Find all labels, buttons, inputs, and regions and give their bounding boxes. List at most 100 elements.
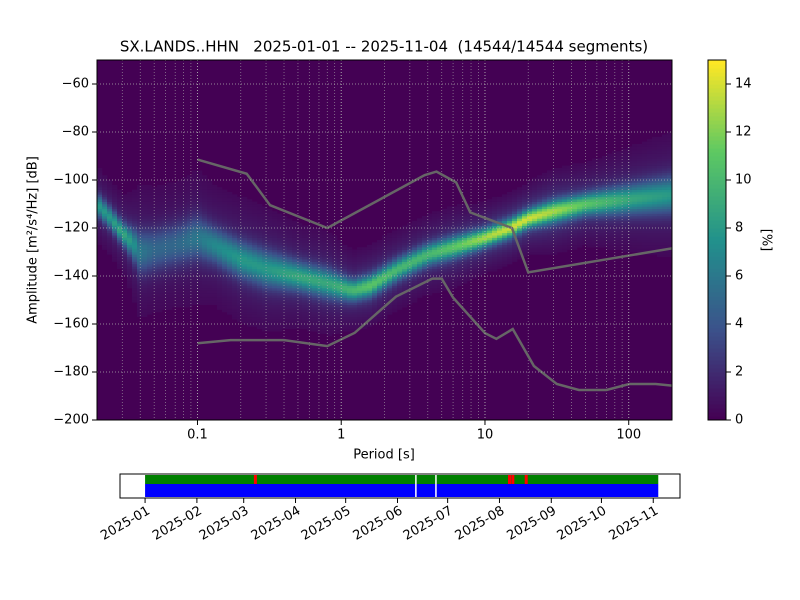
density-cell — [182, 261, 188, 265]
density-cell — [202, 189, 208, 193]
density-cell — [367, 247, 373, 250]
density-cell — [582, 240, 588, 243]
density-cell — [117, 235, 123, 238]
density-cell — [227, 247, 233, 250]
density-cell — [582, 192, 588, 195]
density-cell — [152, 232, 158, 236]
density-cell — [507, 249, 513, 253]
density-cell — [612, 228, 618, 231]
density-cell — [237, 244, 243, 248]
density-cell — [132, 292, 138, 296]
colorbar-cell — [708, 344, 726, 349]
density-cell — [397, 252, 403, 255]
density-cell — [652, 213, 658, 217]
density-cell — [552, 249, 558, 253]
density-cell — [147, 232, 153, 236]
density-cell — [277, 285, 283, 289]
density-cell — [107, 213, 113, 217]
density-cell — [592, 230, 598, 234]
density-cell — [352, 249, 358, 253]
density-cell — [447, 235, 453, 238]
density-cell — [577, 201, 583, 205]
density-cell — [252, 206, 258, 210]
density-cell — [227, 264, 233, 267]
density-cell — [207, 208, 213, 212]
density-cell — [387, 244, 393, 248]
density-cell — [247, 285, 253, 289]
density-cell — [342, 307, 348, 310]
density-cell — [627, 225, 633, 229]
density-cell — [422, 228, 428, 231]
density-cell — [302, 264, 308, 267]
density-cell — [532, 180, 538, 183]
density-cell — [297, 273, 303, 277]
density-cell — [187, 276, 193, 279]
density-cell — [612, 216, 618, 219]
density-cell — [342, 247, 348, 250]
density-cell — [272, 220, 278, 224]
density-cell — [637, 223, 643, 226]
density-cell — [422, 285, 428, 289]
density-cell — [202, 182, 208, 186]
density-cell — [307, 261, 313, 265]
density-cell — [367, 321, 373, 325]
density-cell — [102, 216, 108, 219]
colorbar-cell — [708, 76, 726, 81]
density-cell — [562, 232, 568, 236]
density-cell — [547, 208, 553, 212]
density-cell — [372, 288, 378, 291]
density-cell — [617, 232, 623, 236]
density-cell — [262, 218, 268, 222]
density-cell — [207, 302, 213, 306]
density-cell — [257, 278, 263, 282]
density-cell — [167, 288, 173, 291]
density-cell — [202, 192, 208, 195]
density-cell — [157, 201, 163, 205]
density-cell — [317, 252, 323, 255]
density-cell — [192, 184, 198, 188]
density-cell — [132, 259, 138, 262]
density-cell — [182, 244, 188, 248]
density-cell — [202, 232, 208, 236]
density-cell — [627, 206, 633, 210]
density-cell — [217, 218, 223, 222]
density-cell — [392, 264, 398, 267]
density-cell — [197, 213, 203, 217]
density-cell — [297, 232, 303, 236]
density-cell — [107, 228, 113, 231]
density-cell — [142, 309, 148, 313]
density-cell — [612, 237, 618, 241]
density-cell — [497, 230, 503, 234]
density-cell — [667, 206, 672, 210]
density-cell — [107, 204, 113, 207]
density-cell — [522, 196, 528, 200]
density-cell — [447, 280, 453, 284]
density-cell — [312, 302, 318, 306]
density-cell — [387, 273, 393, 277]
density-cell — [427, 254, 433, 258]
density-cell — [617, 208, 623, 212]
density-cell — [352, 283, 358, 286]
density-cell — [642, 220, 648, 224]
density-cell — [132, 201, 138, 205]
density-cell — [197, 189, 203, 193]
density-cell — [237, 271, 243, 274]
density-cell — [607, 196, 613, 200]
density-cell — [192, 271, 198, 274]
density-cell — [542, 187, 548, 190]
density-cell — [597, 199, 603, 202]
density-cell — [227, 285, 233, 289]
density-cell — [472, 225, 478, 229]
density-cell — [277, 278, 283, 282]
density-cell — [557, 240, 563, 243]
density-cell — [297, 309, 303, 313]
density-cell — [332, 237, 338, 241]
density-cell — [202, 201, 208, 205]
density-cell — [397, 244, 403, 248]
density-cell — [667, 132, 672, 135]
density-cell — [172, 271, 178, 274]
density-cell — [177, 254, 183, 258]
density-cell — [267, 254, 273, 258]
colorbar-cell — [708, 400, 726, 405]
density-cell — [562, 172, 568, 176]
